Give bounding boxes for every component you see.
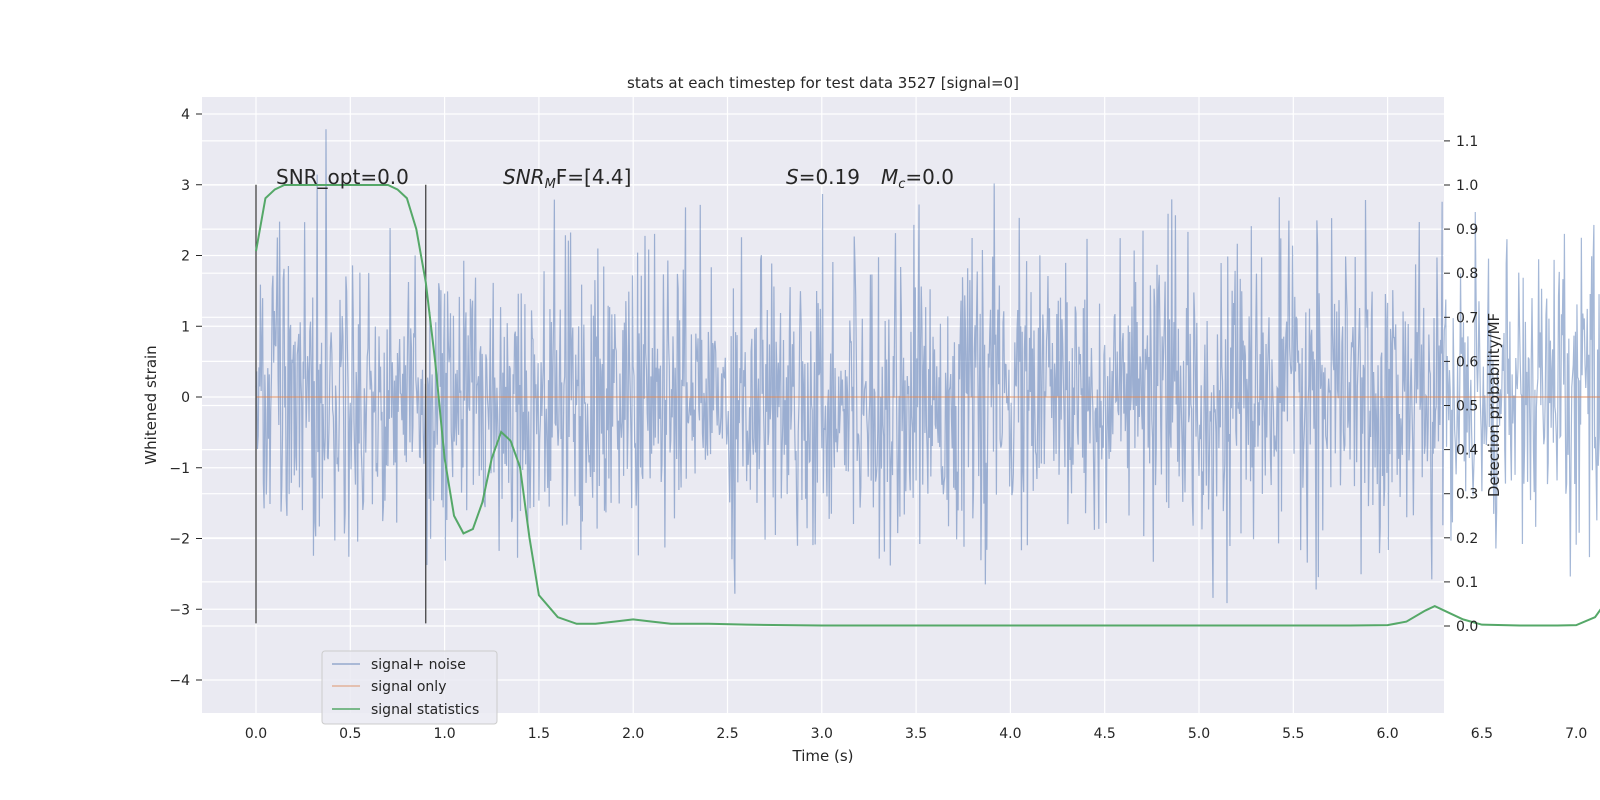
y2-tick-label: 0.4 xyxy=(1456,443,1478,459)
annotation-mc-label: M xyxy=(881,165,898,189)
annotation-snr-mf-base: SNR xyxy=(503,165,545,189)
chart-title: stats at each timestep for test data 352… xyxy=(627,74,1019,92)
annotation-snr-mf: SNRMF=[4.4] xyxy=(503,165,631,192)
y-tick-label: 4 xyxy=(181,107,190,123)
y-tick-label: −4 xyxy=(169,673,190,689)
x-tick-label: 0.0 xyxy=(245,726,267,742)
y2-tick-label: 0.5 xyxy=(1456,399,1478,415)
x-tick-label: 1.5 xyxy=(528,726,550,742)
signal-statistics-series xyxy=(255,184,1600,627)
y-tick-label: −2 xyxy=(169,532,190,548)
x-tick-label: 2.5 xyxy=(716,726,738,742)
x-tick-labels: 0.0 0.5 1.0 1.5 2.0 2.5 3.0 3.5 4.0 4.5 5.0 5.5 6.0 6… xyxy=(245,726,1587,742)
y-tick-label: −3 xyxy=(169,602,190,618)
signal-noise-series xyxy=(255,129,1600,604)
y2-tick-label: 0.3 xyxy=(1456,487,1478,503)
x-axis-title: Time (s) xyxy=(792,747,854,765)
signal-noise-line xyxy=(255,129,1600,604)
x-tick-label: 1.0 xyxy=(433,726,455,742)
y-tick-label: 0 xyxy=(181,390,190,406)
x-tick-label: 6.5 xyxy=(1471,726,1493,742)
y2-tick-label: 0.2 xyxy=(1456,531,1478,547)
y2-tick-label: 0.0 xyxy=(1456,619,1478,635)
x-tick-label: 6.0 xyxy=(1376,726,1398,742)
legend: signal+ noise signal only signal statist… xyxy=(321,650,498,725)
y-tick-label: −1 xyxy=(169,461,190,477)
annotation-snr-opt: SNR_opt=0.0 xyxy=(276,165,409,189)
legend-label-noise: signal+ noise xyxy=(371,657,466,673)
annotation-mc: Mc=0.0 xyxy=(881,165,954,192)
x-tick-label: 4.0 xyxy=(999,726,1021,742)
marker-lines xyxy=(255,184,427,624)
y2-tick-label: 0.1 xyxy=(1456,575,1478,591)
annotation-snr-mf-sub: M xyxy=(545,177,556,192)
annotation-snr-mf-rest: F=[4.4] xyxy=(556,165,632,189)
y2-tick-label: 1.0 xyxy=(1456,178,1478,194)
y-axis-title: Whitened strain xyxy=(142,345,160,464)
x-tick-label: 4.5 xyxy=(1094,726,1116,742)
signal-statistics-line xyxy=(255,184,1600,627)
y-tick-labels: 4 3 2 1 0 −1 −2 −3 −4 xyxy=(169,107,202,689)
x-tick-label: 2.0 xyxy=(622,726,644,742)
y2-tick-label: 0.7 xyxy=(1456,310,1478,326)
annotation-s-value: =0.19 xyxy=(799,165,860,189)
x-tick-label: 0.5 xyxy=(339,726,361,742)
y2-tick-label: 1.1 xyxy=(1456,134,1478,150)
legend-box xyxy=(321,650,498,725)
legend-label-signal-only: signal only xyxy=(371,679,446,695)
y-tick-label: 3 xyxy=(181,178,190,194)
x-tick-label: 5.5 xyxy=(1282,726,1304,742)
y2-tick-label: 0.6 xyxy=(1456,354,1478,370)
annotation-s-label: S xyxy=(786,165,799,189)
x-tick-label: 3.0 xyxy=(811,726,833,742)
annotation-s: S=0.19 xyxy=(786,165,860,189)
y2-tick-label: 0.9 xyxy=(1456,222,1478,238)
y-tick-label: 1 xyxy=(181,319,190,335)
y2-tick-labels: 1.1 1.0 0.9 0.8 0.7 0.6 0.5 0.4 0.3 0.2 0.1 0.0 xyxy=(1444,134,1478,635)
x-tick-label: 7.0 xyxy=(1565,726,1587,742)
y-tick-label: 2 xyxy=(181,249,190,265)
annotation-mc-value: =0.0 xyxy=(905,165,954,189)
legend-label-statistics: signal statistics xyxy=(371,702,479,718)
x-tick-label: 3.5 xyxy=(905,726,927,742)
annotation-mc-sub: c xyxy=(898,177,905,192)
x-tick-label: 5.0 xyxy=(1188,726,1210,742)
y2-tick-label: 0.8 xyxy=(1456,266,1478,282)
y2-axis-title: Detection probability/MF xyxy=(1485,313,1503,497)
